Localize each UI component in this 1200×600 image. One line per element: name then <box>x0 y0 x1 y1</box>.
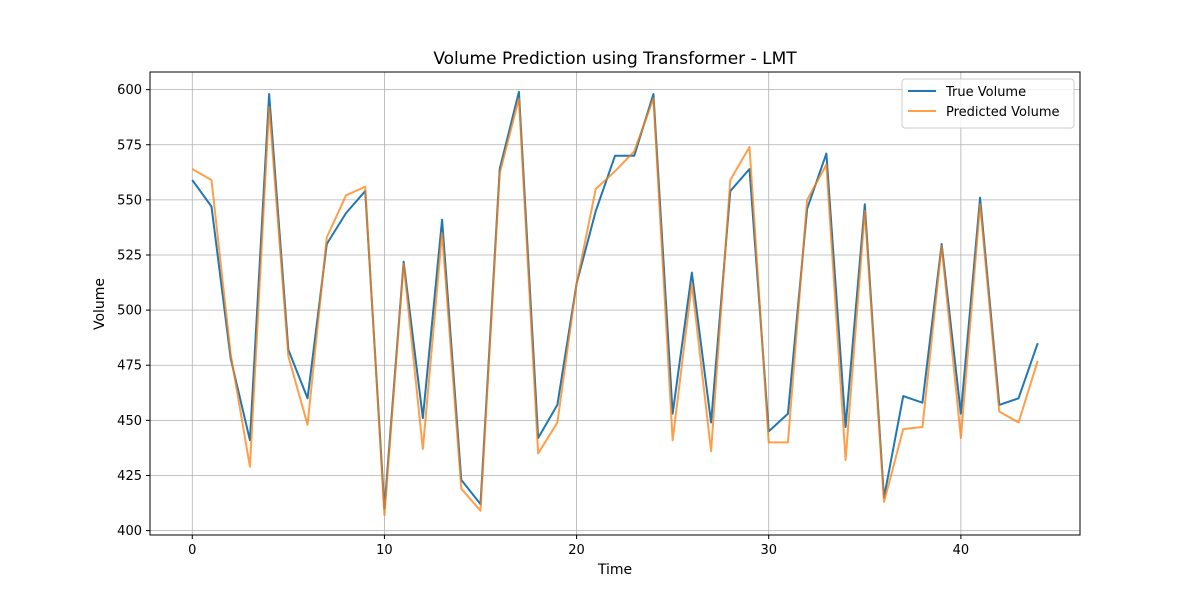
y-axis-label: Volume <box>92 278 108 330</box>
legend: True Volume Predicted Volume <box>901 78 1075 129</box>
x-tick-label: 40 <box>953 543 970 558</box>
series-line-true-volume <box>191 90 1039 510</box>
y-tick-label: 450 <box>117 414 142 429</box>
y-tick-label: 400 <box>117 524 142 539</box>
y-tick-label: 600 <box>117 83 142 98</box>
x-tick-label: 30 <box>760 543 777 558</box>
x-tick-label: 0 <box>188 543 196 558</box>
chart-title: Volume Prediction using Transformer - LM… <box>433 49 797 69</box>
legend-box <box>901 78 1075 129</box>
x-axis-label: Time <box>597 562 632 578</box>
series-lines <box>191 90 1039 517</box>
y-tick-label: 550 <box>117 193 142 208</box>
series-line-predicted-volume <box>191 97 1039 517</box>
x-tick-label: 10 <box>376 543 393 558</box>
y-tick-label: 575 <box>117 138 142 153</box>
axis-ticks: 0 10 20 30 40 400 425 450 475 500 525 550 575 600 <box>117 83 969 558</box>
x-tick-label: 20 <box>568 543 585 558</box>
legend-label-predicted-volume: Predicted Volume <box>946 105 1060 120</box>
y-tick-label: 475 <box>117 359 142 374</box>
plot-frame <box>149 71 1081 536</box>
grid-lines <box>150 72 1080 535</box>
y-tick-label: 500 <box>117 304 142 319</box>
y-tick-label: 525 <box>117 248 142 263</box>
y-tick-label: 425 <box>117 469 142 484</box>
legend-label-true-volume: True Volume <box>945 85 1026 100</box>
